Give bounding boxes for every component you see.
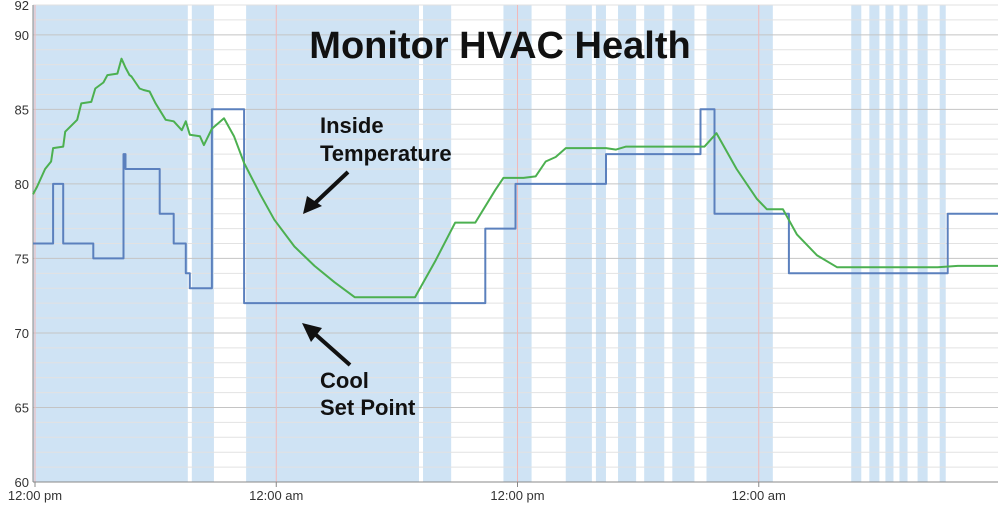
chart-title: Monitor HVAC Health [309, 25, 690, 67]
y-tick-label-5: 85 [15, 102, 29, 117]
annotation-cool-line2: Set Point [320, 395, 416, 420]
annotation-inside-line2: Temperature [320, 141, 452, 166]
annotation-inside-line1: Inside [320, 113, 384, 138]
y-tick-label-4: 80 [15, 177, 29, 192]
y-tick-label-2: 70 [15, 326, 29, 341]
y-tick-label-6: 90 [15, 28, 29, 43]
y-tick-label-3: 75 [15, 251, 29, 266]
y-tick-label-1: 65 [15, 400, 29, 415]
inside-temperature-line [32, 57, 998, 299]
y-axis: 60 65 70 75 80 85 90 92 [15, 0, 34, 490]
arrow-to-inside-temperature [303, 170, 350, 214]
x-tick-label-2: 12:00 pm [490, 488, 544, 503]
x-tick-label-3: 12:00 am [732, 488, 786, 503]
x-axis: 12:00 pm 12:00 am 12:00 pm 12:00 am [8, 481, 998, 503]
y-tick-label-0: 60 [15, 475, 29, 490]
annotation-inside-temperature: Inside Temperature [303, 113, 452, 214]
x-tick-label-0: 12:00 pm [8, 488, 62, 503]
y-tick-label-7: 92 [15, 0, 29, 13]
annotation-cool-set-point: Cool Set Point [302, 323, 416, 420]
series-group [32, 57, 998, 305]
x-tick-label-1: 12:00 am [249, 488, 303, 503]
arrow-to-cool-set-point [302, 323, 352, 367]
cool-set-point-line [33, 108, 998, 305]
annotation-cool-line1: Cool [320, 368, 369, 393]
grid [33, 4, 998, 483]
